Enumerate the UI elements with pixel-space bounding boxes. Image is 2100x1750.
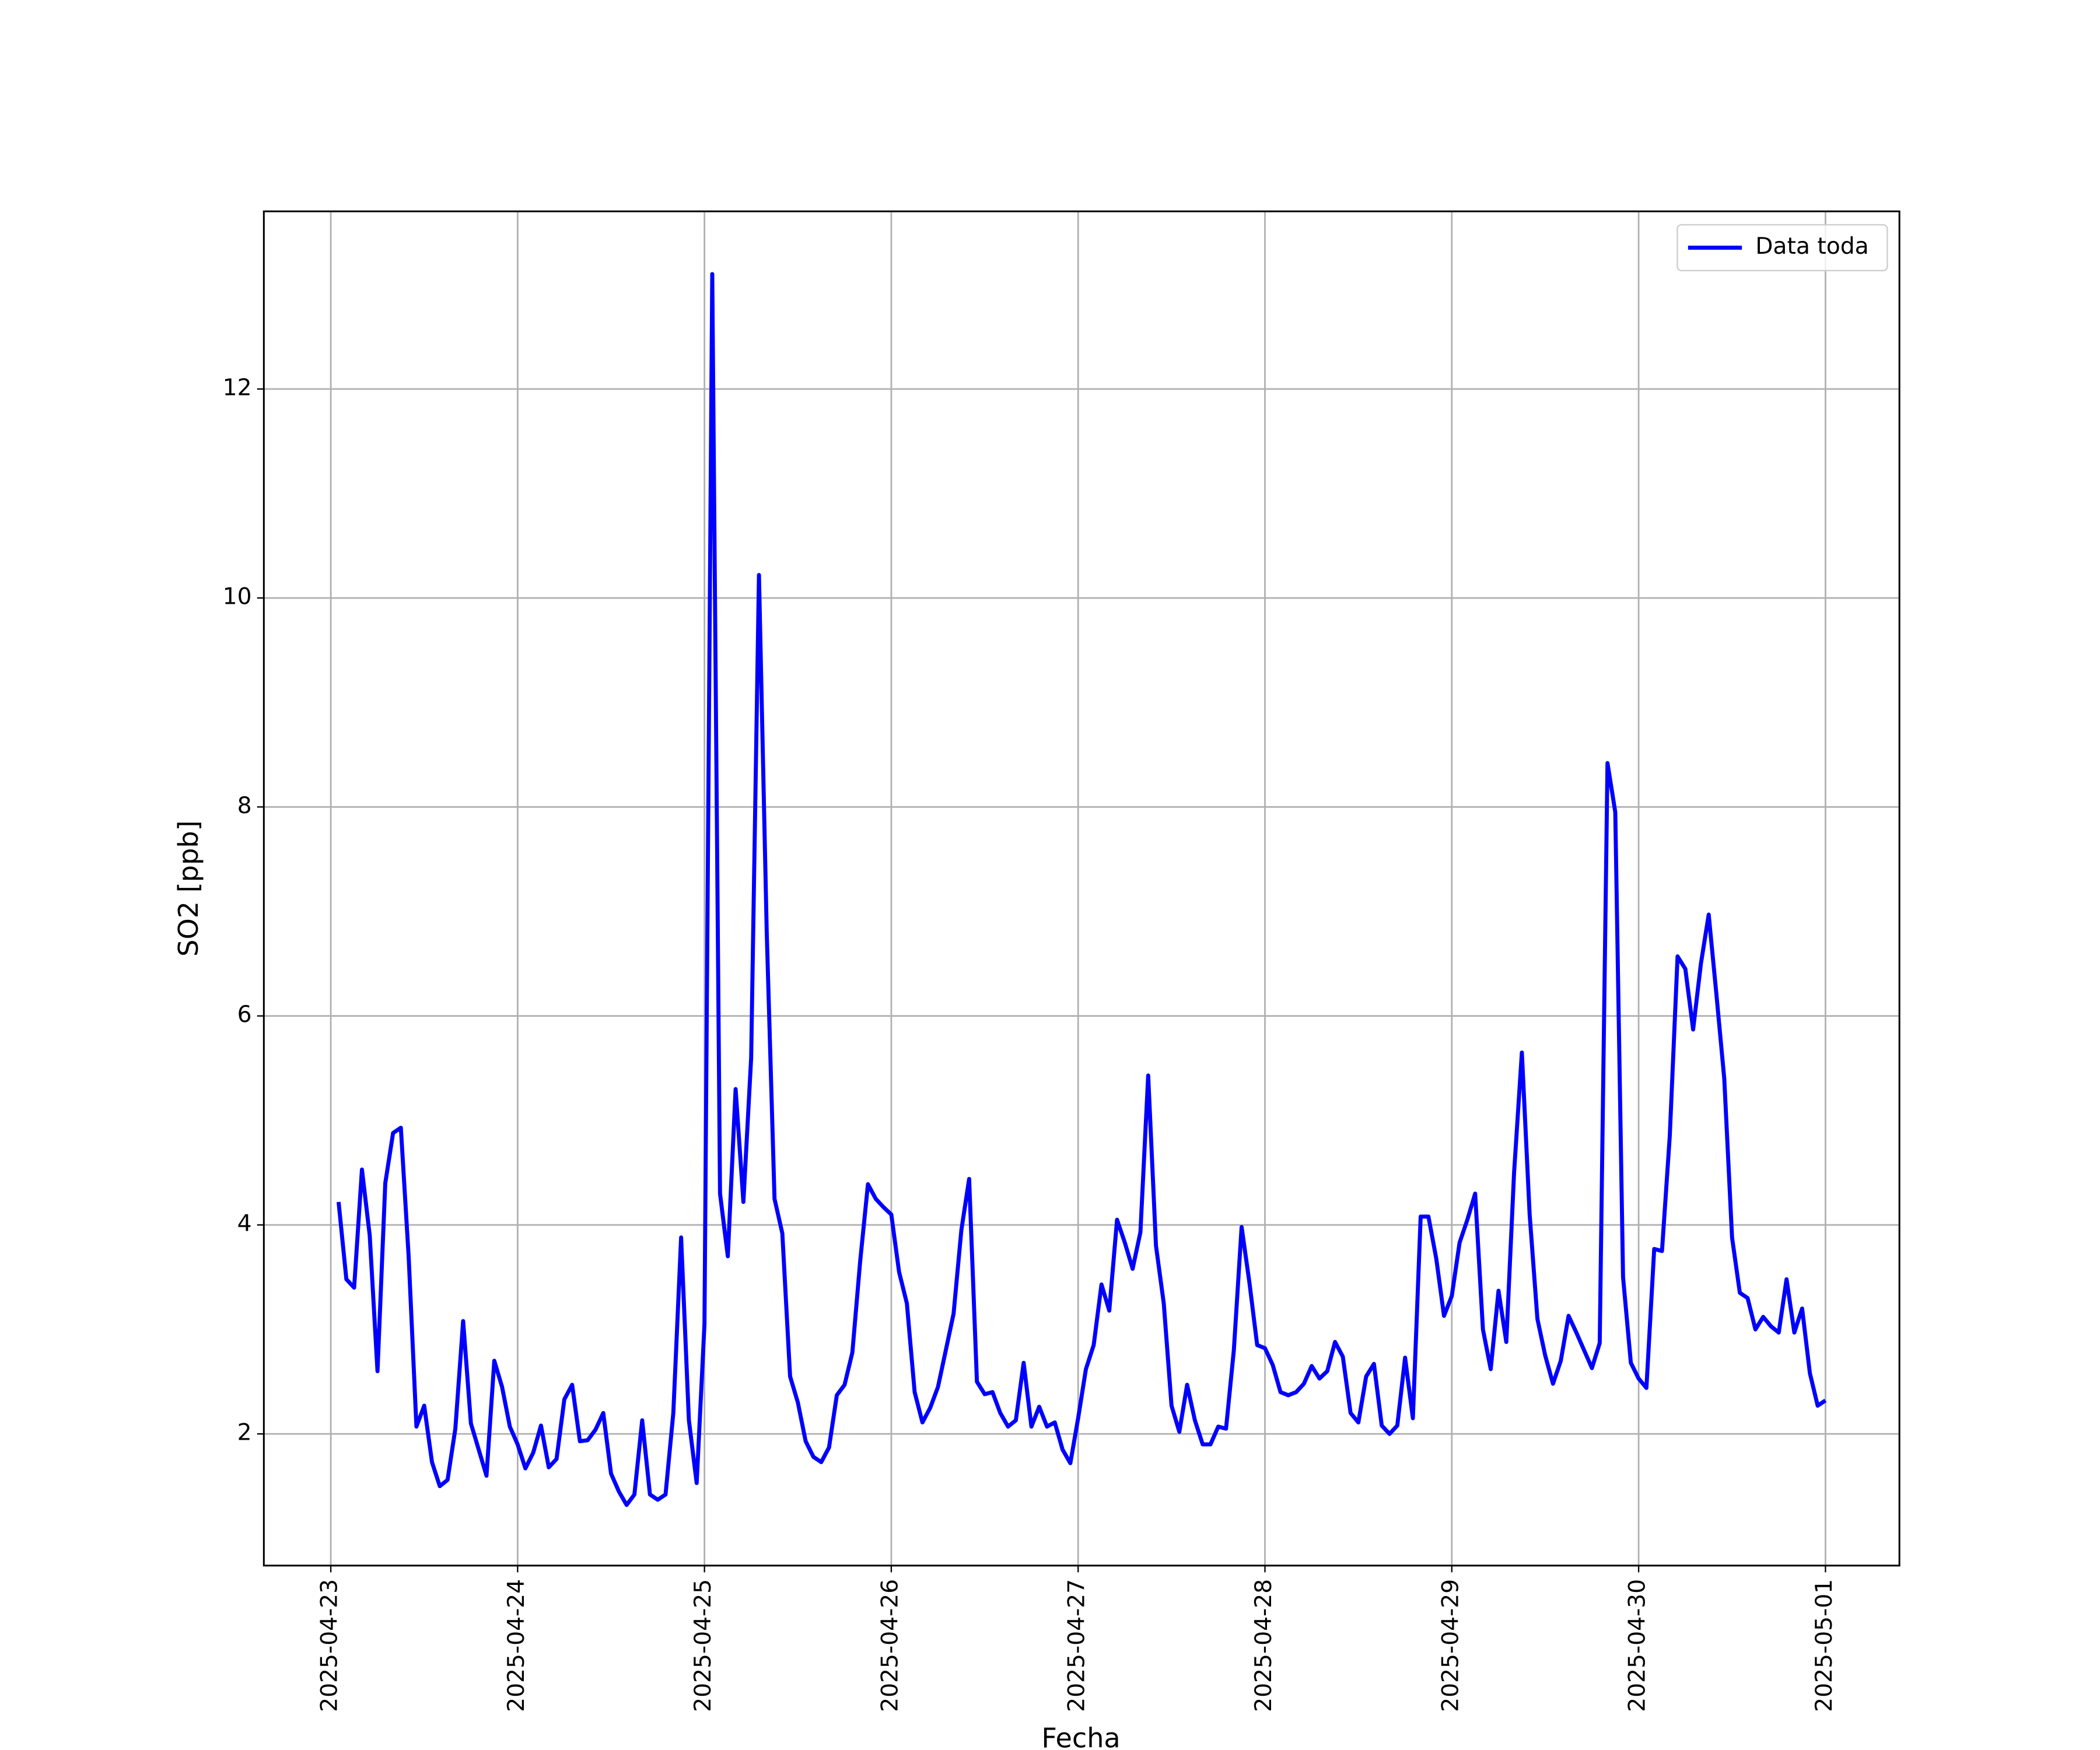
x-tick-label: 2025-04-27 bbox=[1064, 1579, 1090, 1712]
y-tick-label: 2 bbox=[237, 1420, 252, 1446]
x-tick-label: 2025-04-24 bbox=[503, 1579, 530, 1712]
legend-label: Data toda bbox=[1755, 233, 1868, 260]
y-axis-label: SO2 [ppb] bbox=[173, 820, 204, 957]
y-tick-label: 8 bbox=[237, 793, 252, 819]
x-tick-label: 2025-05-01 bbox=[1811, 1579, 1838, 1712]
y-tick-label: 4 bbox=[237, 1210, 252, 1237]
x-tick-label: 2025-04-25 bbox=[690, 1579, 716, 1712]
x-tick-label: 2025-04-26 bbox=[877, 1579, 903, 1712]
x-tick-label: 2025-04-29 bbox=[1437, 1579, 1464, 1712]
legend-box bbox=[1676, 224, 1888, 271]
plot-frame bbox=[262, 210, 1901, 1567]
y-tick-label: 12 bbox=[223, 374, 252, 401]
data-line bbox=[336, 272, 1827, 1507]
x-axis-label: Fecha bbox=[1041, 1722, 1120, 1750]
y-tick-label: 10 bbox=[223, 584, 252, 610]
x-tick-label: 2025-04-23 bbox=[317, 1579, 343, 1712]
y-tick-label: 6 bbox=[237, 1002, 252, 1028]
x-tick-label: 2025-04-30 bbox=[1625, 1579, 1651, 1712]
legend: Data toda bbox=[1676, 224, 1888, 271]
x-tick-label: 2025-04-28 bbox=[1251, 1579, 1277, 1712]
